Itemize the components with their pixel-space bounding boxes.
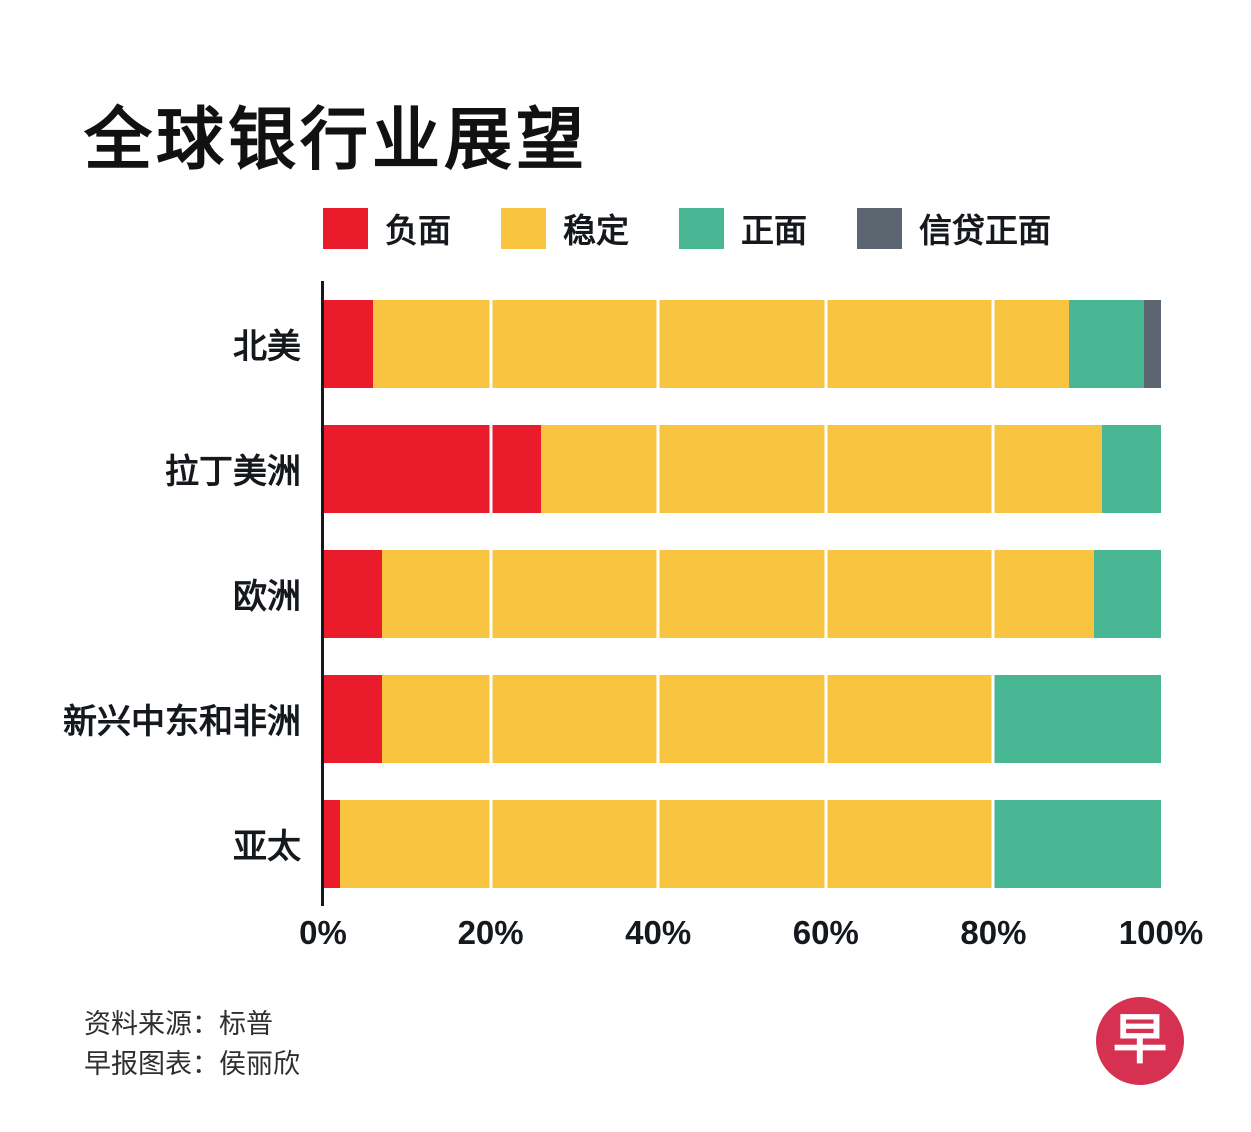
credit-line: 早报图表：侯丽欣: [84, 1049, 300, 1079]
x-tick-label: 40%: [625, 914, 692, 951]
chart-title: 全球银行业展望: [84, 102, 589, 178]
source-line: 资料来源：标普: [84, 1009, 273, 1039]
row-label: 拉丁美洲: [165, 453, 301, 491]
bar-row: 北美: [0, 281, 1161, 406]
legend: 负面 稳定 正面 信贷正面: [323, 205, 1051, 251]
bar-track: [323, 799, 1161, 888]
bar-segment: [381, 674, 994, 763]
bar-segment: [323, 799, 340, 888]
bar-segment: [540, 424, 1103, 513]
legend-swatch: [323, 207, 368, 249]
bar-row: 新兴中东和非洲: [0, 656, 1161, 781]
bar-track: [323, 549, 1161, 638]
zaobao-logo: 早: [1096, 997, 1184, 1085]
bar-chart: 北美拉丁美洲欧洲新兴中东和非洲亚太: [0, 281, 1161, 906]
legend-label: 正面: [741, 212, 807, 249]
legend-label: 信贷正面: [919, 212, 1051, 249]
legend-swatch: [501, 207, 546, 249]
bar-segment: [323, 299, 374, 388]
bar-rows: 北美拉丁美洲欧洲新兴中东和非洲亚太: [0, 281, 1161, 906]
bar-segment: [323, 424, 541, 513]
row-label: 欧洲: [233, 578, 301, 616]
bar-segment: [993, 674, 1161, 763]
legend-swatch: [679, 207, 724, 249]
bar-row: 拉丁美洲: [0, 406, 1161, 531]
legend-label: 负面: [385, 212, 451, 249]
x-tick-label: 60%: [792, 914, 859, 951]
bar-segment: [323, 549, 382, 638]
bar-track: [323, 674, 1161, 763]
bar-segment: [339, 799, 994, 888]
bar-segment: [1102, 424, 1161, 513]
x-tick-label: 20%: [457, 914, 524, 951]
bar-segment: [381, 549, 1094, 638]
bar-row: 亚太: [0, 781, 1161, 906]
legend-label: 稳定: [563, 212, 629, 249]
bar-track: [323, 424, 1161, 513]
bar-segment: [1144, 299, 1161, 388]
source-note: 资料来源：标普 早报图表：侯丽欣: [84, 1004, 300, 1084]
x-tick-label: 80%: [960, 914, 1027, 951]
bar-track: [323, 299, 1161, 388]
bar-segment: [323, 674, 382, 763]
x-tick-label: 100%: [1118, 914, 1204, 951]
y-axis-line: [321, 281, 324, 906]
bar-segment: [1093, 549, 1161, 638]
legend-swatch: [857, 207, 902, 249]
row-label: 新兴中东和非洲: [63, 703, 301, 741]
x-tick-label: 0%: [299, 914, 347, 951]
row-label: 北美: [233, 328, 301, 366]
legend-item: 稳定: [501, 204, 629, 252]
bar-segment: [993, 799, 1161, 888]
legend-item: 正面: [679, 204, 807, 252]
x-ticks: 0% 20% 40% 60% 80% 100%: [299, 914, 1203, 958]
bar-segment: [1068, 299, 1145, 388]
legend-item: 信贷正面: [857, 204, 1051, 252]
bar-segment: [373, 299, 1069, 388]
bar-row: 欧洲: [0, 531, 1161, 656]
row-label: 亚太: [233, 828, 301, 866]
legend-item: 负面: [323, 204, 451, 252]
zaobao-logo-glyph: 早: [1113, 1010, 1167, 1070]
